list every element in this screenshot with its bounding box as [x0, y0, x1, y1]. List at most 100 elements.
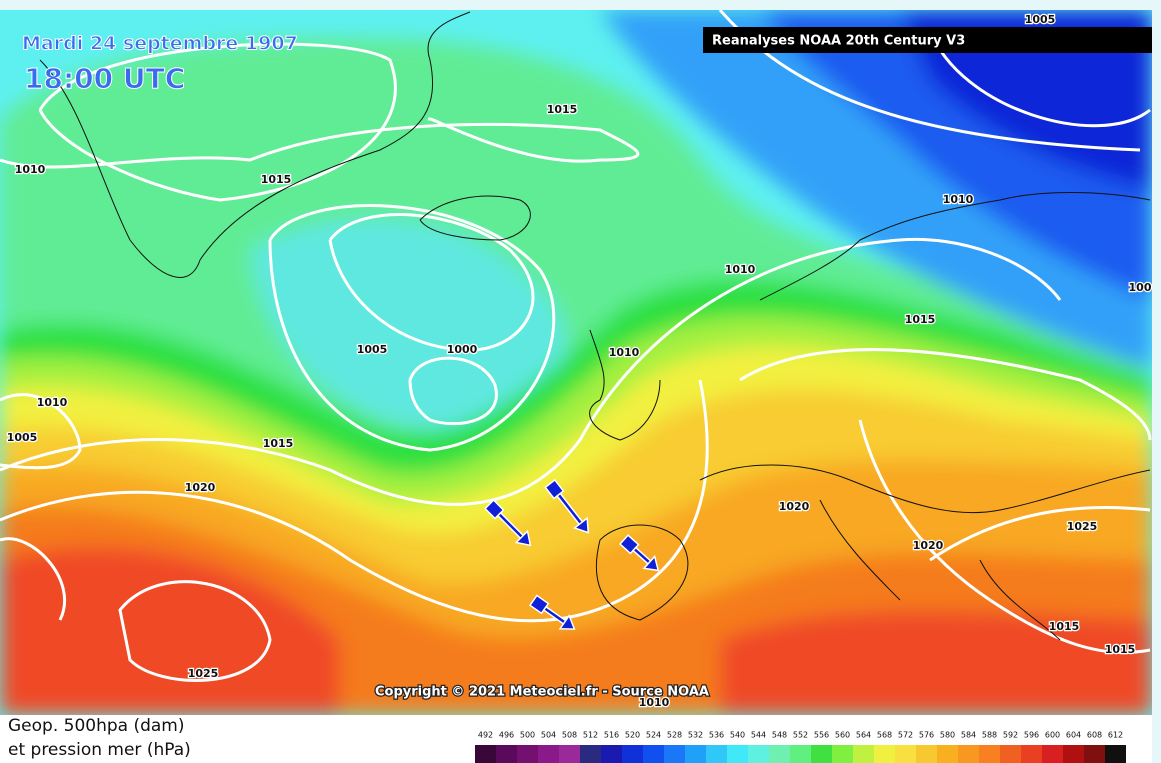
scale-label: 576: [919, 731, 934, 740]
scale-swatch: [874, 745, 895, 763]
scale-swatch: [601, 745, 622, 763]
scale-swatch: [811, 745, 832, 763]
scale-label: 516: [604, 731, 619, 740]
map-field: 1005 1015 1010 1015 1010 1010 1015 1005 1000 1010…: [0, 10, 1152, 715]
scale-label: 596: [1024, 731, 1039, 740]
scale-label: 600: [1045, 731, 1060, 740]
source-banner: Reanalyses NOAA 20th Century V3: [712, 34, 965, 49]
scale-label: 584: [961, 731, 976, 740]
scale-swatch: [916, 745, 937, 763]
coastlines: [39, 11, 1151, 641]
isobar-label: 1000: [447, 343, 478, 356]
scale-label: 560: [835, 731, 850, 740]
scale-swatch: [643, 745, 664, 763]
scale-label: 552: [793, 731, 808, 740]
isobar-label: 1015: [1105, 643, 1136, 656]
isobar-label: 1010: [725, 263, 756, 276]
scale-swatch: [748, 745, 769, 763]
copyright: Copyright © 2021 Meteociel.fr - Source N…: [375, 685, 709, 700]
scale-label: 532: [688, 731, 703, 740]
scale-label: 520: [625, 731, 640, 740]
isobar-label: 1015: [1049, 620, 1080, 633]
scale-swatch: [538, 745, 559, 763]
isobar-label: 1025: [1067, 520, 1098, 533]
scale-swatch: [1000, 745, 1021, 763]
isobar-label: 1015: [547, 103, 578, 116]
scale-label: 572: [898, 731, 913, 740]
scale-label: 612: [1108, 731, 1123, 740]
scale-label: 564: [856, 731, 871, 740]
scale-label: 540: [730, 731, 745, 740]
scale-swatch: [685, 745, 706, 763]
scale-label: 496: [499, 731, 514, 740]
scale-swatch: [895, 745, 916, 763]
isobar-label: 1020: [779, 500, 810, 513]
scale-label: 588: [982, 731, 997, 740]
scale-swatch: [958, 745, 979, 763]
scale-label: 528: [667, 731, 682, 740]
scale-label: 512: [583, 731, 598, 740]
isobar-label: 1015: [905, 313, 936, 326]
isobar-label: 100: [1129, 281, 1152, 294]
isobar-label: 1025: [188, 667, 219, 680]
scale-label: 548: [772, 731, 787, 740]
scale-label: 556: [814, 731, 829, 740]
scale-label: 592: [1003, 731, 1018, 740]
scale-swatch: [790, 745, 811, 763]
scale-label: 492: [478, 731, 493, 740]
scale-label: 536: [709, 731, 724, 740]
scale-swatch: [1063, 745, 1084, 763]
isobar-label: 1015: [261, 173, 292, 186]
arrows: [484, 478, 660, 630]
scale-label: 504: [541, 731, 556, 740]
scale-label: 508: [562, 731, 577, 740]
isobar-labels: 1005 1015 1010 1015 1010 1010 1015 1005 1000 1010…: [5, 12, 1152, 711]
scale-swatch: [727, 745, 748, 763]
isobar-label: 1010: [639, 696, 670, 709]
scale-swatch: [769, 745, 790, 763]
legend-line-2: et pression mer (hPa): [8, 740, 191, 760]
time-label: 18:00 UTC: [24, 62, 185, 95]
isobar-label: 1010: [943, 193, 974, 206]
scale-swatch: [1105, 745, 1126, 763]
scale-swatch: [664, 745, 685, 763]
scale-label: 500: [520, 731, 535, 740]
scale-label: 608: [1087, 731, 1102, 740]
scale-swatch: [937, 745, 958, 763]
scale-swatch: [1021, 745, 1042, 763]
scale-label: 524: [646, 731, 661, 740]
isobar-label: 1005: [7, 431, 38, 444]
isobar-label: 1010: [15, 163, 46, 176]
scale-label: 544: [751, 731, 766, 740]
isobar-label: 1020: [185, 481, 216, 494]
right-border: [1152, 0, 1161, 763]
isobar-label: 1010: [609, 346, 640, 359]
scale-swatch: [706, 745, 727, 763]
isobar-label: 1015: [263, 437, 294, 450]
scale-swatch: [559, 745, 580, 763]
color-scale: 492 496 500 504 508 512 516 520 524 528 532 536 540 5…: [475, 731, 1126, 763]
scale-swatch: [853, 745, 874, 763]
scale-swatch: [517, 745, 538, 763]
scale-swatch: [496, 745, 517, 763]
date-label: Mardi 24 septembre 1907: [22, 33, 298, 55]
isobar-label: 1010: [37, 396, 68, 409]
scale-swatch: [1084, 745, 1105, 763]
isobar-label: 1005: [357, 343, 388, 356]
isobar-label: 1020: [913, 539, 944, 552]
legend-line-1: Geop. 500hpa (dam): [8, 716, 185, 736]
scale-swatch: [979, 745, 1000, 763]
scale-swatch: [832, 745, 853, 763]
scale-swatch: [622, 745, 643, 763]
scale-label: 580: [940, 731, 955, 740]
scale-swatch: [1042, 745, 1063, 763]
scale-label: 604: [1066, 731, 1081, 740]
isobar-label: 1005: [1025, 13, 1056, 26]
scale-swatch: [475, 745, 496, 763]
banner-bg: [703, 27, 1152, 53]
isobars: [0, 10, 1152, 682]
scale-swatch: [580, 745, 601, 763]
scale-label: 568: [877, 731, 892, 740]
